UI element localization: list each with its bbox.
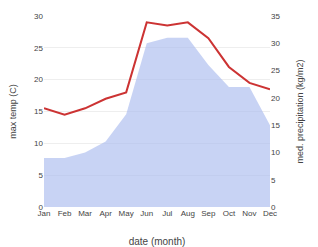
svg-text:30: 30 xyxy=(271,39,280,48)
svg-text:20: 20 xyxy=(271,94,280,103)
svg-text:20: 20 xyxy=(34,75,43,84)
svg-text:0: 0 xyxy=(271,203,276,212)
svg-text:Feb: Feb xyxy=(58,209,72,218)
svg-text:10: 10 xyxy=(271,148,280,157)
svg-text:date (month): date (month) xyxy=(129,236,186,247)
svg-text:0: 0 xyxy=(39,203,44,212)
svg-text:35: 35 xyxy=(271,12,280,21)
svg-text:Apr: Apr xyxy=(99,209,112,218)
svg-text:Aug: Aug xyxy=(181,209,195,218)
svg-text:25: 25 xyxy=(271,66,280,75)
svg-text:30: 30 xyxy=(34,12,43,21)
svg-text:med. precipitation (kg/m2): med. precipitation (kg/m2) xyxy=(295,59,305,163)
svg-text:Jun: Jun xyxy=(140,209,153,218)
svg-text:Nov: Nov xyxy=(242,209,256,218)
svg-text:max temp (C): max temp (C) xyxy=(8,84,18,139)
svg-text:May: May xyxy=(119,209,134,218)
svg-text:5: 5 xyxy=(271,176,276,185)
svg-text:Oct: Oct xyxy=(223,209,236,218)
svg-text:Dec: Dec xyxy=(263,209,277,218)
svg-text:Mar: Mar xyxy=(78,209,92,218)
svg-text:15: 15 xyxy=(271,121,280,130)
svg-text:Jan: Jan xyxy=(38,209,51,218)
svg-text:25: 25 xyxy=(34,44,43,53)
svg-text:10: 10 xyxy=(34,139,43,148)
svg-text:Sep: Sep xyxy=(201,209,216,218)
svg-text:Jul: Jul xyxy=(162,209,172,218)
svg-text:15: 15 xyxy=(34,107,43,116)
svg-text:5: 5 xyxy=(39,171,44,180)
